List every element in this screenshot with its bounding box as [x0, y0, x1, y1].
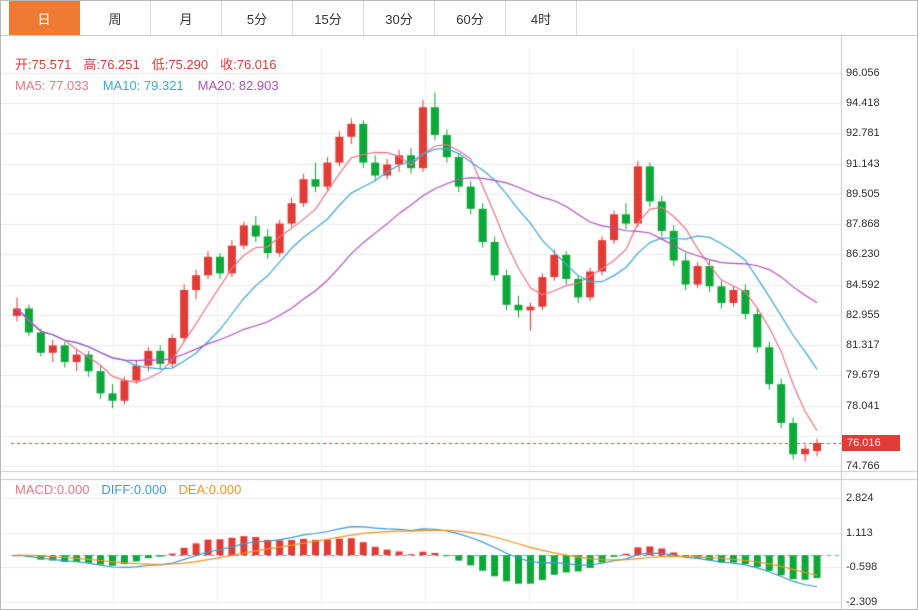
macd-value-readout: MACD:0.000 [15, 482, 90, 497]
ohlc-readout: 开:75.571 高:76.251 低:75.290 收:76.016 [15, 54, 289, 73]
macd-axis-label: -0.598 [846, 561, 878, 573]
price-axis-label: 96.056 [846, 67, 880, 79]
price-axis-label: 82.955 [846, 309, 880, 321]
tab-30min[interactable]: 30分 [364, 1, 435, 35]
tab-weekly[interactable]: 周 [80, 1, 151, 35]
ma20-readout: MA20: 82.903 [197, 78, 279, 93]
kline-chart-canvas[interactable] [1, 36, 917, 609]
price-axis-label: 84.592 [846, 279, 880, 291]
interval-tabbar: 日 周 月 5分 15分 30分 60分 4时 [1, 1, 917, 36]
tab-5min[interactable]: 5分 [222, 1, 293, 35]
dea-value-readout: DEA:0.000 [178, 482, 242, 497]
low-readout: 低:75.290 [151, 57, 209, 72]
macd-axis-label: 2.824 [846, 492, 874, 504]
macd-axis-label: 1.113 [846, 527, 873, 539]
price-axis-label: 81.317 [846, 339, 880, 351]
tab-15min[interactable]: 15分 [293, 1, 364, 35]
tab-4hour[interactable]: 4时 [506, 1, 577, 35]
tab-60min[interactable]: 60分 [435, 1, 506, 35]
current-price-tag: 76.016 [842, 435, 900, 451]
price-axis-label: 74.766 [846, 460, 880, 472]
price-axis-label: 87.868 [846, 218, 880, 230]
price-axis-label: 79.679 [846, 369, 880, 381]
ma-readout: MA5: 77.033 MA10: 79.321 MA20: 82.903 [15, 78, 293, 93]
close-readout: 收:76.016 [220, 57, 277, 72]
price-axis-label: 78.041 [846, 400, 880, 412]
price-axis-label: 94.418 [846, 97, 880, 109]
high-readout: 高:76.251 [83, 57, 140, 72]
price-axis-label: 91.143 [846, 158, 880, 170]
tab-monthly[interactable]: 月 [151, 1, 222, 35]
price-axis-label: 86.230 [846, 248, 880, 260]
macd-readout: MACD:0.000 DIFF:0.000 DEA:0.000 [15, 482, 253, 497]
ma5-readout: MA5: 77.033 [15, 78, 89, 93]
price-axis-label: 89.505 [846, 188, 880, 200]
macd-axis-label: -2.309 [846, 596, 878, 608]
diff-value-readout: DIFF:0.000 [101, 482, 167, 497]
tab-daily[interactable]: 日 [9, 1, 80, 35]
price-axis-label: 92.781 [846, 127, 880, 139]
open-readout: 开:75.571 [15, 57, 72, 72]
ma10-readout: MA10: 79.321 [102, 78, 184, 93]
